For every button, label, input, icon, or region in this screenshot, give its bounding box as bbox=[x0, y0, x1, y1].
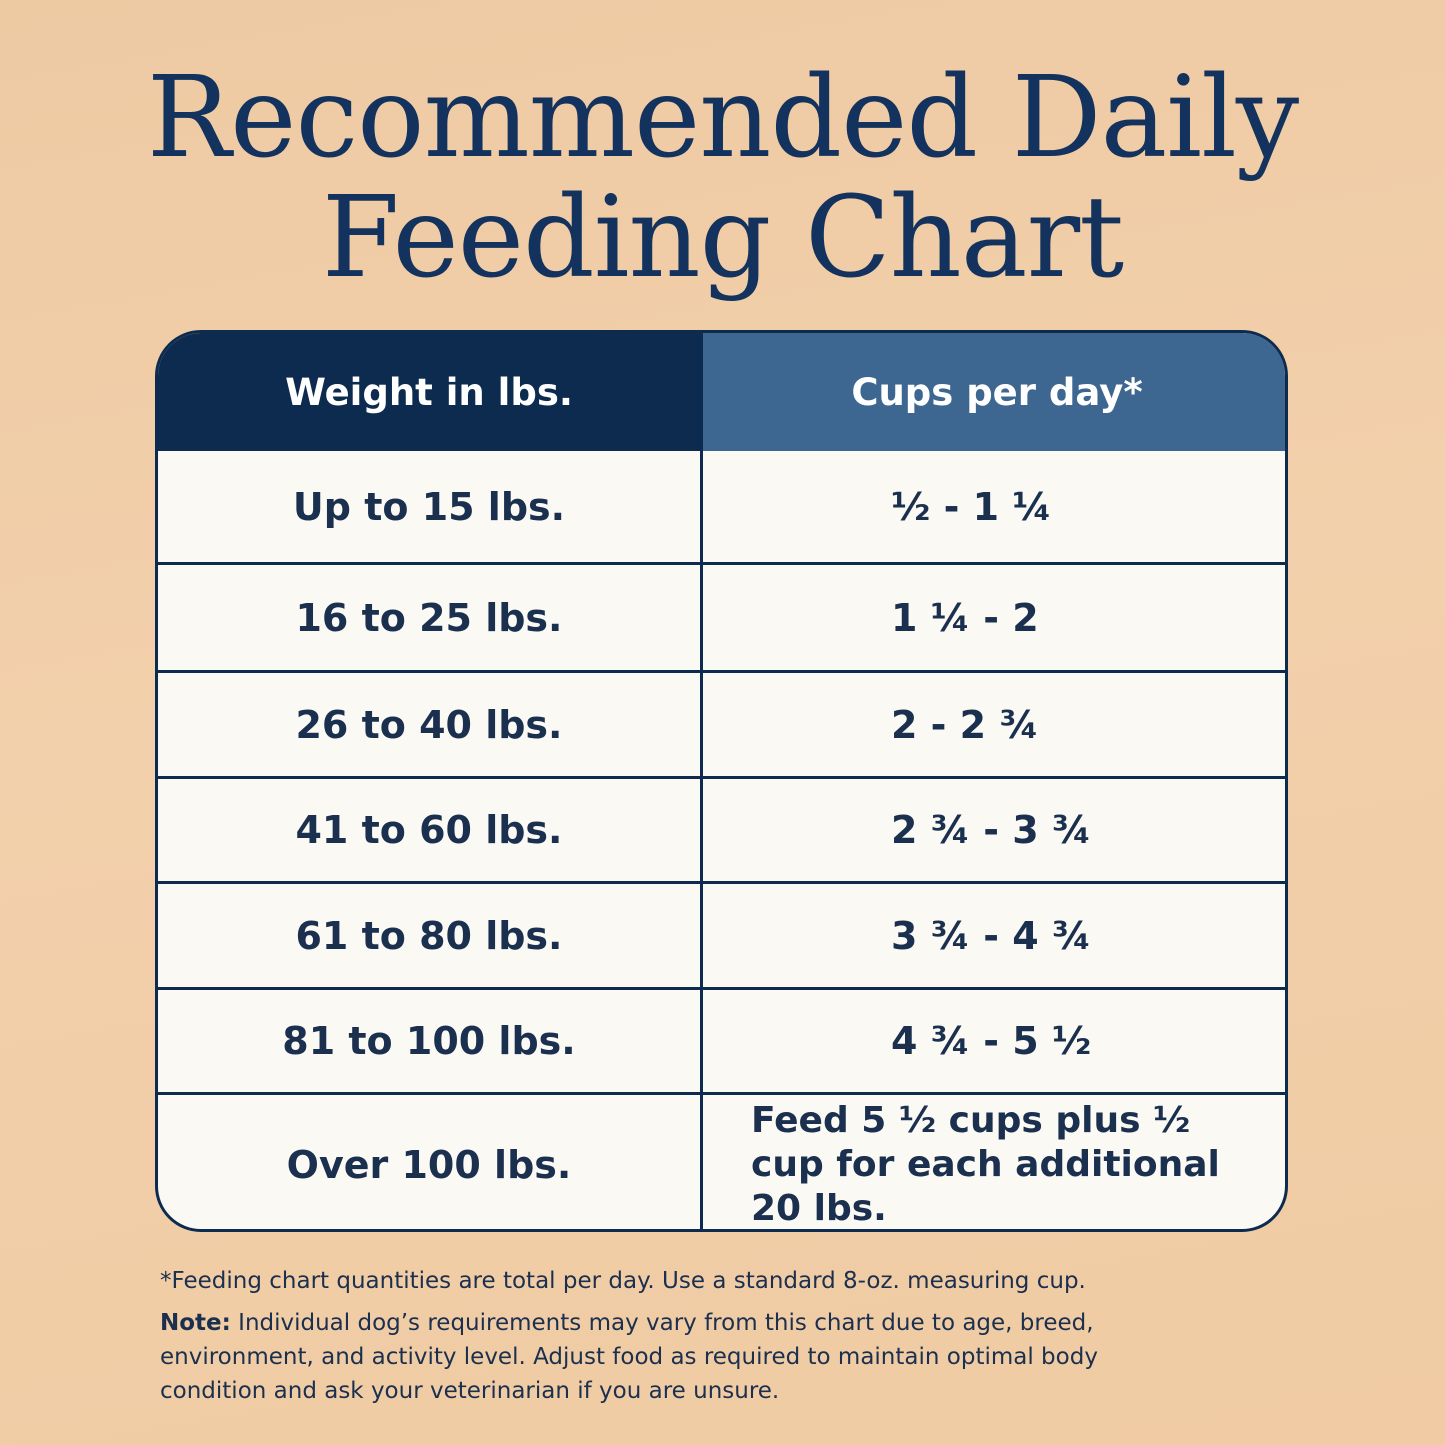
cups-cell: 2 ¾ - 3 ¾ bbox=[703, 779, 1285, 884]
note: Note: Individual dog’s requirements may … bbox=[160, 1306, 1200, 1408]
cell-text: 3 ¾ - 4 ¾ bbox=[891, 913, 1092, 958]
cups-cell: 3 ¾ - 4 ¾ bbox=[703, 884, 1285, 990]
header-cell: Cups per day* bbox=[703, 333, 1285, 451]
weight-cell: 81 to 100 lbs. bbox=[158, 990, 703, 1095]
weight-cell: Up to 15 lbs. bbox=[158, 451, 703, 565]
weight-cell: 61 to 80 lbs. bbox=[158, 884, 703, 990]
cups-cell: 2 - 2 ¾ bbox=[703, 673, 1285, 779]
cell-text: ½ - 1 ¼ bbox=[891, 484, 1052, 529]
note-text: Individual dog’s requirements may vary f… bbox=[160, 1310, 1098, 1404]
cups-cell: Feed 5 ½ cups plus ½ cup for each additi… bbox=[703, 1095, 1285, 1229]
cell-text: Over 100 lbs. bbox=[286, 1143, 572, 1187]
cell-text: 2 - 2 ¾ bbox=[891, 702, 1039, 747]
weight-cell: 41 to 60 lbs. bbox=[158, 779, 703, 884]
header-cell: Weight in lbs. bbox=[158, 333, 703, 451]
feeding-table: Weight in lbs. Cups per day* Up to 15 lbs.… bbox=[155, 330, 1288, 1232]
cell-text: 81 to 100 lbs. bbox=[282, 1019, 576, 1063]
title-line: Feeding Chart bbox=[321, 173, 1124, 303]
note-label: Note: bbox=[160, 1310, 231, 1336]
cell-text: 1 ¼ - 2 bbox=[891, 595, 1039, 640]
cell-text: 41 to 60 lbs. bbox=[295, 808, 563, 852]
cell-text: 2 ¾ - 3 ¾ bbox=[891, 808, 1092, 852]
title-line: Recommended Daily bbox=[146, 53, 1299, 183]
cell-text: 26 to 40 lbs. bbox=[295, 702, 563, 747]
cell-text: Weight in lbs. bbox=[285, 370, 573, 414]
cell-text: Up to 15 lbs. bbox=[292, 484, 566, 529]
cell-text: 4 ¾ - 5 ½ bbox=[891, 1019, 1092, 1063]
weight-cell: 16 to 25 lbs. bbox=[158, 565, 703, 673]
cell-text: 16 to 25 lbs. bbox=[295, 595, 563, 640]
cell-text: 61 to 80 lbs. bbox=[295, 913, 563, 958]
weight-cell: 26 to 40 lbs. bbox=[158, 673, 703, 779]
cups-cell: ½ - 1 ¼ bbox=[703, 451, 1285, 565]
cell-text: Cups per day* bbox=[851, 370, 1143, 414]
cups-cell: 1 ¼ - 2 bbox=[703, 565, 1285, 673]
cell-text: Feed 5 ½ cups plus ½ cup for each additi… bbox=[751, 1100, 1220, 1229]
footnote: *Feeding chart quantities are total per … bbox=[160, 1268, 1086, 1294]
weight-cell: Over 100 lbs. bbox=[158, 1095, 703, 1229]
cups-cell: 4 ¾ - 5 ½ bbox=[703, 990, 1285, 1095]
